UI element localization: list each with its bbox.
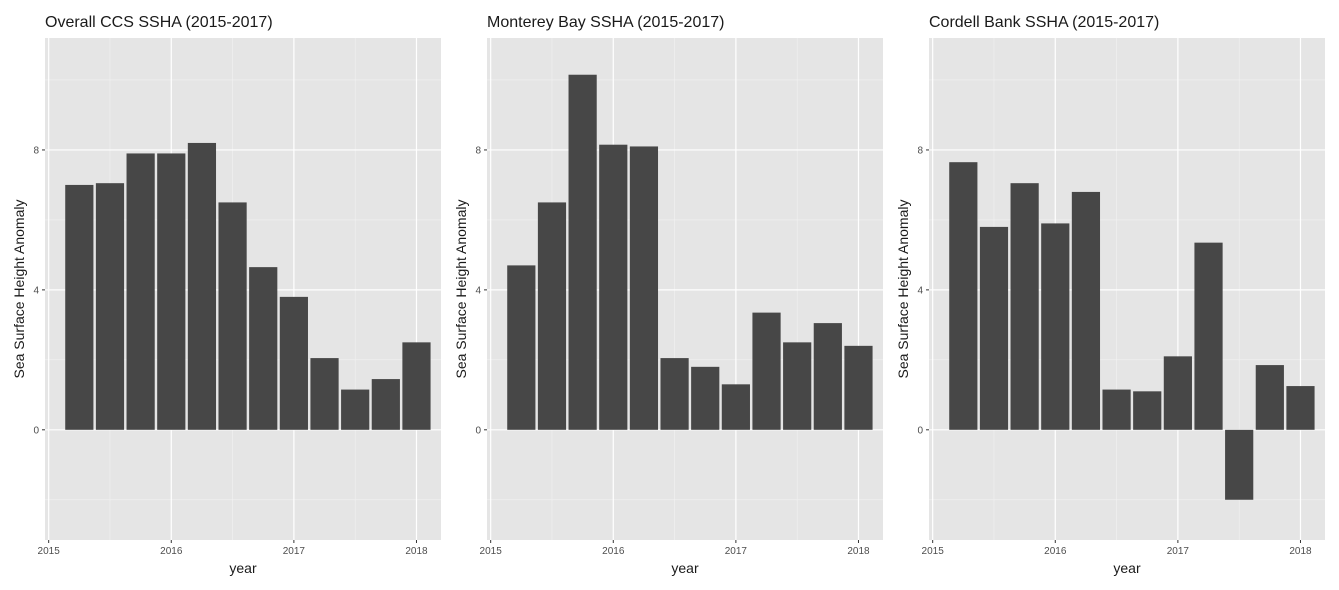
bar xyxy=(1194,242,1223,430)
bar xyxy=(660,358,689,430)
y-tick-label: 0 xyxy=(917,425,923,436)
y-axis-title: Sea Surface Height Anomaly xyxy=(895,200,911,379)
y-tick-label: 0 xyxy=(475,425,481,436)
x-axis-title: year xyxy=(671,560,699,576)
chart-title: Monterey Bay SSHA (2015-2017) xyxy=(487,14,724,31)
x-tick-label: 2015 xyxy=(38,546,61,557)
chart-panel-1: 0 4 8 2015 2016 2017 2018 Overall CCS SSHA (201… xyxy=(11,14,441,576)
x-tick-label: 2017 xyxy=(283,546,306,557)
bar xyxy=(65,184,94,430)
y-axis-title: Sea Surface Height Anomaly xyxy=(11,200,27,379)
x-tick-label: 2016 xyxy=(1044,546,1067,557)
bar xyxy=(752,312,781,430)
bar xyxy=(1133,391,1162,430)
bar xyxy=(249,267,278,430)
bar xyxy=(844,345,873,430)
x-tick-label: 2017 xyxy=(1167,546,1190,557)
chart-title: Overall CCS SSHA (2015-2017) xyxy=(45,14,273,31)
bar xyxy=(310,358,339,430)
bar xyxy=(507,265,536,430)
x-tick-label: 2016 xyxy=(160,546,183,557)
bar xyxy=(279,296,308,430)
bar xyxy=(218,202,247,430)
bar xyxy=(783,342,812,430)
bar xyxy=(1225,429,1254,500)
chart-panel-2: 0 4 8 2015 2016 2017 2018 Monterey Bay SSHA (20… xyxy=(453,14,883,576)
bar xyxy=(813,323,842,430)
bar xyxy=(691,366,720,430)
x-tick-label: 2018 xyxy=(405,546,428,557)
bar xyxy=(1286,386,1315,430)
y-tick-label: 8 xyxy=(33,145,39,156)
x-tick-label: 2016 xyxy=(602,546,625,557)
x-tick-label: 2015 xyxy=(922,546,945,557)
chart-panel-3: 0 4 8 2015 2016 2017 2018 Cordell Bank SSHA (20… xyxy=(895,14,1325,576)
y-tick-label: 4 xyxy=(33,285,39,296)
bar xyxy=(371,379,400,430)
x-tick-label: 2018 xyxy=(847,546,870,557)
bar xyxy=(187,142,217,430)
bar xyxy=(629,146,659,430)
bar xyxy=(402,342,431,430)
bar xyxy=(341,389,370,430)
bar xyxy=(126,153,155,430)
chart-title: Cordell Bank SSHA (2015-2017) xyxy=(929,14,1159,31)
bar xyxy=(1041,223,1070,430)
x-axis-title: year xyxy=(229,560,257,576)
bar xyxy=(568,74,597,430)
bar xyxy=(157,153,186,430)
bar xyxy=(95,183,125,430)
x-tick-label: 2017 xyxy=(725,546,748,557)
bar xyxy=(1255,365,1284,430)
bar xyxy=(949,162,978,430)
y-tick-label: 0 xyxy=(33,425,39,436)
bar xyxy=(1163,356,1192,430)
bar xyxy=(1010,183,1039,430)
x-tick-label: 2015 xyxy=(480,546,503,557)
y-tick-label: 4 xyxy=(475,285,481,296)
x-tick-label: 2018 xyxy=(1289,546,1312,557)
bar xyxy=(599,144,628,430)
y-tick-label: 4 xyxy=(917,285,923,296)
bar xyxy=(537,202,567,430)
bar xyxy=(1071,191,1101,430)
y-axis-title: Sea Surface Height Anomaly xyxy=(453,200,469,379)
x-axis-title: year xyxy=(1113,560,1141,576)
y-tick-label: 8 xyxy=(917,145,923,156)
y-tick-label: 8 xyxy=(475,145,481,156)
bar xyxy=(721,384,750,430)
bar xyxy=(1102,389,1131,430)
bar xyxy=(979,226,1009,430)
